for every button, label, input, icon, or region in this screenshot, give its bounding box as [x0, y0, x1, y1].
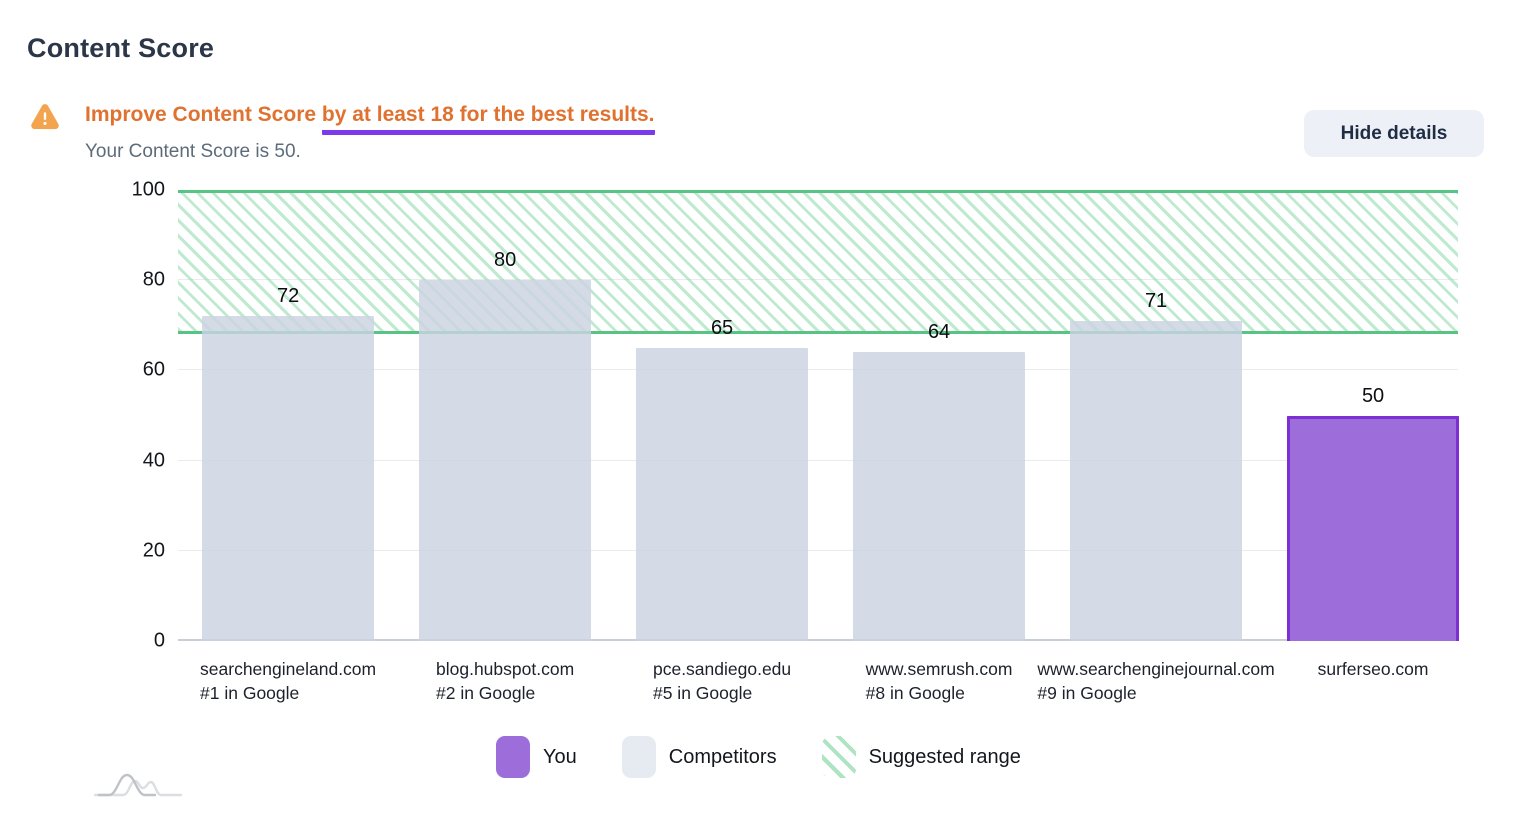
legend-label: Competitors — [668, 745, 777, 768]
y-axis-tick-label: 100 — [131, 178, 165, 201]
category-rank: #1 in Google — [200, 683, 300, 704]
category-domain: blog.hubspot.com — [436, 659, 575, 679]
x-axis-line — [178, 639, 1458, 641]
legend-item-competitors[interactable]: Competitors — [621, 736, 777, 778]
y-axis-tick-label: 20 — [142, 539, 165, 562]
bar-value-label: 65 — [710, 316, 734, 339]
bar-searchengineland.com[interactable] — [202, 316, 375, 641]
category-rank: #9 in Google — [1037, 683, 1137, 704]
bar-blog.hubspot.com[interactable] — [419, 280, 592, 641]
gridline — [178, 549, 1458, 551]
legend-label: Suggested range — [868, 745, 1021, 768]
legend-competitors-swatch-icon — [621, 736, 656, 778]
bar-value-label: 64 — [927, 321, 951, 344]
bar-www.searchenginejournal.com[interactable] — [1070, 320, 1243, 641]
bar-value-label: 72 — [276, 285, 300, 308]
legend-range-swatch-icon — [821, 736, 856, 778]
category-rank: #8 in Google — [865, 683, 965, 704]
y-axis-tick-label: 0 — [153, 629, 165, 652]
bar-www.semrush.com[interactable] — [853, 352, 1026, 641]
gridline — [178, 369, 1458, 371]
x-axis-category-label: pce.sandiego.edu #5 in Google — [653, 657, 791, 705]
x-axis-category-label: blog.hubspot.com #2 in Google — [436, 657, 574, 705]
warning-message-underlined[interactable]: by at least 18 for the best results. — [321, 103, 655, 135]
y-axis-tick-label: 80 — [142, 268, 165, 291]
bar-value-label: 50 — [1361, 384, 1385, 407]
plot-area: 0 20 40 60 80 100 72 searchengineland.com #1 in … — [132, 179, 1460, 703]
category-domain: surferseo.com — [1317, 659, 1429, 679]
warning-triangle-icon — [31, 104, 59, 130]
surfer-logo-icon — [93, 773, 183, 797]
chart-legend: You Competitors Suggested range — [496, 736, 1021, 778]
legend-label: You — [543, 745, 577, 768]
page-title: Content Score — [27, 33, 215, 63]
x-axis-category-label: www.semrush.com #8 in Google — [866, 657, 1013, 705]
warning-message-plain: Improve Content Score — [85, 103, 322, 126]
bar-value-label: 80 — [493, 249, 517, 272]
warning-subtext: Your Content Score is 50. — [85, 141, 301, 162]
category-domain: searchengineland.com — [200, 659, 377, 679]
category-domain: www.searchenginejournal.com — [1037, 659, 1275, 679]
category-domain: pce.sandiego.edu — [652, 659, 792, 679]
y-axis-tick-label: 60 — [142, 358, 165, 381]
hide-details-button[interactable]: Hide details — [1304, 110, 1484, 157]
category-rank: #2 in Google — [436, 683, 536, 704]
legend-you-swatch-icon — [496, 736, 530, 778]
x-axis-category-label: surferseo.com — [1318, 657, 1429, 681]
bar-surferseo.com[interactable] — [1287, 415, 1460, 641]
suggested-range-band — [178, 190, 1458, 335]
bar-pce.sandiego.edu[interactable] — [636, 347, 809, 641]
legend-item-range[interactable]: Suggested range — [821, 736, 1021, 778]
y-axis-tick-label: 40 — [142, 449, 165, 472]
warning-message: Improve Content Score by at least 18 for… — [85, 103, 655, 135]
x-axis-category-label: searchengineland.com #1 in Google — [200, 657, 376, 705]
gridline — [178, 459, 1458, 461]
category-rank: #5 in Google — [652, 683, 753, 704]
x-axis-category-label: www.searchenginejournal.com #9 in Google — [1037, 657, 1274, 705]
category-domain: www.semrush.com — [865, 659, 1013, 679]
legend-item-you[interactable]: You — [496, 736, 577, 778]
bar-value-label: 71 — [1144, 289, 1168, 312]
